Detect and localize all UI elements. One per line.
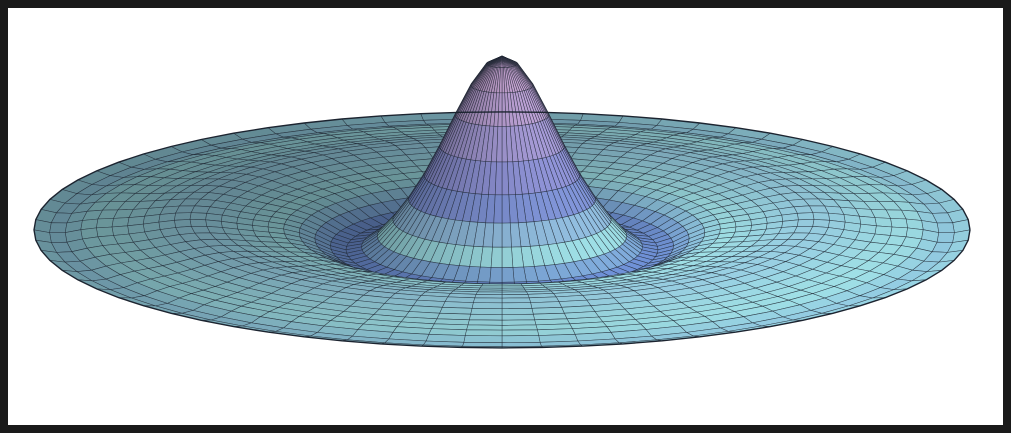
mesh-cell <box>501 222 512 248</box>
mesh-cell <box>466 324 503 331</box>
mesh-cell <box>501 302 533 309</box>
mesh-cell <box>490 246 503 268</box>
mesh-cell <box>469 313 503 321</box>
mesh-cell <box>470 308 503 315</box>
mesh-cell <box>471 302 503 309</box>
mesh-cell <box>936 222 955 233</box>
mesh-cell <box>189 212 208 221</box>
mesh-cell <box>174 212 192 221</box>
mesh-cell <box>494 161 503 196</box>
mesh-cell <box>890 218 908 229</box>
mesh-cell <box>501 297 531 304</box>
mesh-cell <box>936 232 955 243</box>
mesh-cell <box>467 319 503 326</box>
mesh-cell <box>463 335 503 343</box>
mesh-cell <box>501 329 540 337</box>
mesh-cell <box>501 267 515 283</box>
mesh-cell <box>890 226 908 238</box>
mesh-cell <box>501 194 511 224</box>
mesh-cell <box>796 219 815 227</box>
mesh-cell <box>473 297 503 304</box>
mesh-cell <box>474 294 503 299</box>
mesh-cell <box>489 267 503 283</box>
mesh-cell <box>501 324 538 331</box>
mesh-cell <box>49 222 68 233</box>
mesh-cell <box>501 308 534 315</box>
surface-mesh <box>33 55 971 349</box>
mesh-cell <box>49 232 68 243</box>
mesh-cell <box>96 218 114 229</box>
mesh-cell <box>189 219 208 227</box>
mesh-cell <box>477 266 492 283</box>
mesh-cell <box>512 266 527 283</box>
mesh-cell <box>501 335 541 343</box>
mesh-cell <box>492 222 503 248</box>
mesh-cell <box>96 226 114 238</box>
mesh-cell <box>501 294 530 299</box>
surface-rim-edge <box>33 111 971 349</box>
mesh-cell <box>501 161 510 196</box>
mesh-cell <box>812 212 830 221</box>
mesh-cell <box>501 319 537 326</box>
mesh-cell <box>501 313 535 321</box>
mesh-cell <box>464 329 503 337</box>
mesh-cell <box>796 212 815 221</box>
mesh-cell <box>493 194 503 224</box>
mesh-cell <box>111 217 130 228</box>
mesh-cell <box>874 217 893 228</box>
mesh-cell <box>501 246 514 268</box>
